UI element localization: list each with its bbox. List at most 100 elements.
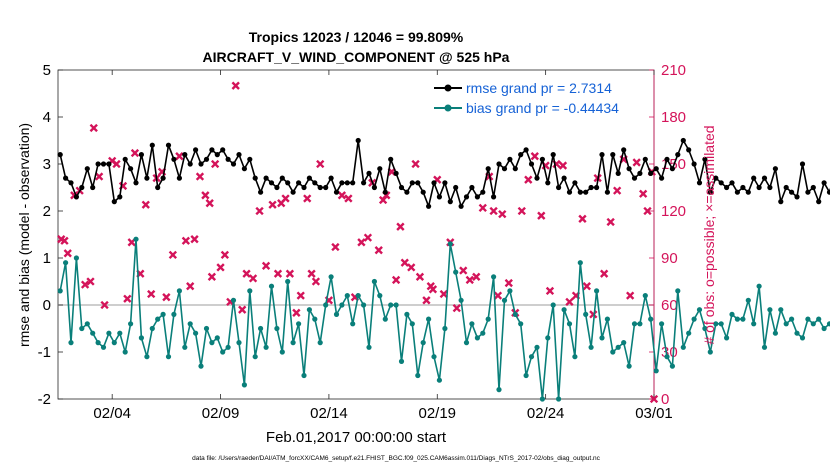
bias-point — [258, 325, 264, 332]
rmse-point — [263, 175, 269, 181]
rmse-point — [496, 161, 502, 167]
bias-point — [794, 330, 800, 336]
rmse-point — [680, 137, 686, 144]
bias-point — [702, 325, 708, 332]
bias-point — [556, 396, 562, 402]
rmse-point — [317, 184, 323, 191]
obs-count-marker — [478, 203, 487, 213]
bias-point — [566, 321, 573, 327]
rmse-point — [225, 156, 231, 162]
obs-count-marker — [465, 275, 474, 285]
rmse-point — [426, 203, 432, 209]
bias-point — [485, 316, 491, 322]
right-tick-label: 210 — [661, 62, 686, 79]
obs-count-marker — [606, 217, 615, 227]
rmse-point — [783, 184, 789, 191]
obs-count-marker — [517, 206, 526, 216]
bias-point — [371, 278, 377, 285]
rmse-point — [610, 152, 616, 158]
bias-point — [447, 241, 453, 247]
bias-point — [550, 302, 556, 308]
rmse-point — [350, 180, 356, 186]
obs-count-marker — [311, 277, 321, 286]
rmse-point — [772, 166, 779, 172]
bias-point — [442, 325, 448, 332]
obs-count-marker — [100, 300, 109, 310]
obs-count-marker — [216, 263, 225, 272]
rmse-point — [268, 180, 275, 186]
rmse-point — [165, 142, 172, 148]
obs-count-marker — [303, 194, 312, 203]
rmse-point — [485, 166, 491, 172]
x-tick-label: 02/04 — [93, 405, 131, 422]
bias-point — [328, 274, 334, 280]
rmse-point — [561, 175, 567, 181]
bias-point — [491, 274, 497, 280]
rmse-point — [626, 166, 632, 172]
rmse-point — [523, 147, 529, 153]
bias-point — [312, 316, 318, 322]
obs-count-marker — [613, 186, 622, 195]
rmse-point — [707, 189, 713, 195]
bias-point — [496, 387, 502, 393]
bias-point — [458, 297, 464, 303]
rmse-point — [631, 175, 638, 181]
right-tick-label: 0 — [661, 391, 669, 408]
bias-point — [241, 382, 247, 388]
left-tick-label: 0 — [43, 297, 51, 314]
bias-point — [561, 307, 567, 313]
rmse-point — [182, 152, 188, 158]
bias-point — [810, 321, 816, 327]
rmse-point — [756, 184, 762, 191]
bias-point — [268, 283, 275, 289]
rmse-point — [724, 184, 730, 191]
legend-marker-bias — [444, 104, 452, 112]
obs-count-marker — [632, 158, 641, 167]
obs-count-marker — [255, 206, 264, 216]
rmse-point — [301, 184, 307, 191]
rmse-point — [469, 184, 475, 191]
obs-count-marker — [530, 152, 539, 161]
bias-point — [539, 396, 546, 402]
obs-count-marker — [201, 191, 210, 200]
rmse-point — [388, 156, 394, 162]
rmse-point — [209, 147, 215, 153]
bias-point — [84, 321, 90, 327]
bias-point — [523, 372, 529, 379]
rmse-point — [518, 152, 524, 158]
bias-point — [339, 302, 345, 308]
rmse-point — [664, 156, 670, 162]
rmse-point — [794, 194, 800, 200]
rmse-point — [312, 180, 318, 186]
left-tick-label: 5 — [43, 62, 51, 79]
bias-point — [57, 288, 63, 294]
rmse-point — [431, 180, 437, 186]
rmse-point — [653, 166, 659, 172]
rmse-point — [805, 189, 811, 195]
right-tick-label: 60 — [661, 297, 678, 314]
obs-count-marker — [95, 172, 104, 181]
rmse-point — [128, 166, 134, 172]
rmse-point — [588, 184, 594, 191]
bias-point — [718, 321, 724, 327]
bias-point — [176, 288, 182, 294]
left-tick-label: 4 — [43, 109, 51, 126]
obs-count-marker — [504, 278, 513, 288]
bias-point — [799, 335, 806, 341]
obs-count-marker — [285, 269, 295, 278]
bias-point — [350, 321, 356, 327]
rmse-point — [713, 175, 719, 181]
bias-point — [68, 340, 74, 346]
rmse-point — [545, 180, 551, 186]
bias-point — [138, 335, 144, 341]
footer-data-file: data file: /Users/raeder/DAI/ATM_forcXX/… — [192, 455, 601, 462]
rmse-point — [344, 180, 350, 186]
rmse-point — [306, 175, 312, 181]
rmse-point — [415, 180, 421, 186]
rmse-point — [355, 137, 361, 144]
rmse-point — [512, 166, 518, 172]
x-axis-label: Feb.01,2017 00:00:00 start — [266, 429, 447, 446]
rmse-point — [160, 175, 166, 181]
bias-point — [155, 316, 161, 322]
obs-count-marker — [273, 269, 283, 278]
